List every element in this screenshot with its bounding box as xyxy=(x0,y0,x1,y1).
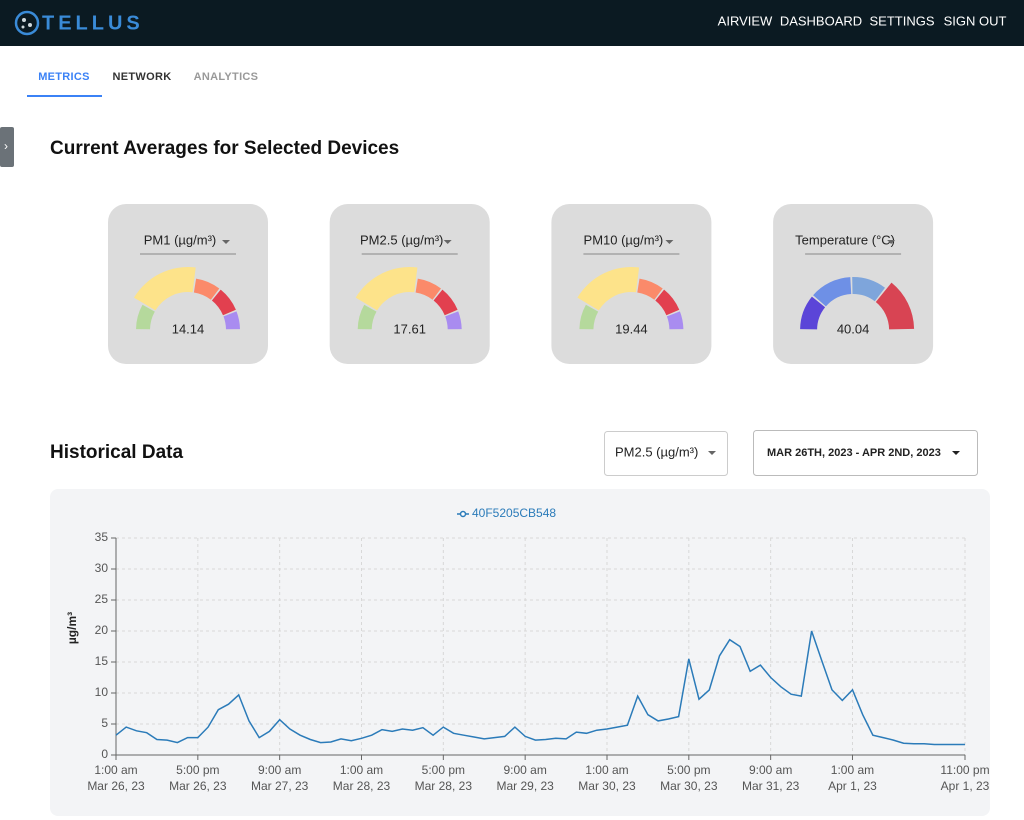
x-tick-label: Mar 28, 23 xyxy=(415,779,473,793)
gauge-select[interactable]: PM10 (µg/m³) xyxy=(584,232,664,247)
gauge-value: 14.14 xyxy=(172,321,205,336)
y-tick-label: 10 xyxy=(95,685,109,699)
gauge-segment xyxy=(577,267,640,311)
gauge-segment xyxy=(357,304,377,330)
data-line xyxy=(115,630,965,746)
caret xyxy=(708,451,716,455)
chart-panel xyxy=(50,489,990,816)
logo-icon xyxy=(14,10,40,36)
sidebar-toggle-icon[interactable]: › xyxy=(4,139,8,153)
x-tick-label: 9:00 am xyxy=(749,763,792,777)
y-tick-label: 20 xyxy=(95,623,109,637)
gauge-segment xyxy=(813,277,852,307)
x-tick-label: Mar 26, 23 xyxy=(87,779,145,793)
metric-select[interactable] xyxy=(604,431,728,476)
gauge-segment xyxy=(193,278,220,300)
x-tick-label: 5:00 pm xyxy=(422,763,465,777)
nav-link[interactable]: DASHBOARD xyxy=(780,13,862,28)
x-tick-label: 5:00 pm xyxy=(667,763,710,777)
caret xyxy=(665,240,674,244)
x-tick-label: 9:00 am xyxy=(503,763,546,777)
y-tick-label: 35 xyxy=(95,530,109,544)
x-tick-label: Apr 1, 23 xyxy=(941,779,990,793)
section-title: Current Averages for Selected Devices xyxy=(50,138,399,159)
gauge-select[interactable]: PM2.5 (µg/m³) xyxy=(360,232,443,247)
gauge-segment xyxy=(637,278,663,300)
gauge-segment xyxy=(211,289,236,316)
gauge-select[interactable]: Temperature (°C) xyxy=(795,232,895,247)
nav-link[interactable]: SIGN OUT xyxy=(944,13,1007,28)
caret xyxy=(887,240,896,244)
gauge-segment xyxy=(136,304,155,330)
x-tick-label: 11:00 pm xyxy=(940,763,989,777)
gauge-value: 40.04 xyxy=(837,321,870,336)
gauge-segment xyxy=(666,311,684,330)
date-select[interactable] xyxy=(753,430,978,476)
gauge-segment xyxy=(579,304,599,330)
chart: 0 5 10 15 20 25 30 35 1:00 am Mar 26, 23 5:00 pm Ma… xyxy=(65,506,990,793)
y-tick-label: 0 xyxy=(101,747,108,761)
gauge-segment xyxy=(445,311,462,330)
x-tick-label: 1:00 am xyxy=(831,763,874,777)
x-tick-label: Apr 1, 23 xyxy=(828,779,877,793)
y-tick-label: 15 xyxy=(95,654,109,668)
logo: TELLUS xyxy=(42,12,144,34)
metric-select-text[interactable]: PM2.5 (µg/m³) xyxy=(615,444,698,459)
gauge-select[interactable]: PM1 (µg/m³) xyxy=(144,232,217,247)
gauge-segment xyxy=(415,278,441,300)
section-title: Historical Data xyxy=(50,442,183,463)
x-tick-label: Mar 29, 23 xyxy=(496,779,554,793)
tab[interactable]: NETWORK xyxy=(113,71,172,83)
sidebar-toggle[interactable] xyxy=(0,127,14,167)
legend-icon xyxy=(459,510,467,518)
date-select-text[interactable]: MAR 26TH, 2023 - APR 2ND, 2023 xyxy=(767,447,941,459)
x-tick-label: Mar 30, 23 xyxy=(578,779,636,793)
gauge-value: 19.44 xyxy=(615,321,648,336)
x-tick-label: 5:00 pm xyxy=(176,763,219,777)
y-tick-label: 25 xyxy=(95,592,109,606)
x-tick-label: 9:00 am xyxy=(258,763,301,777)
x-tick-label: Mar 31, 23 xyxy=(742,779,800,793)
nav-bar xyxy=(0,0,1024,46)
tab-underline xyxy=(27,95,102,97)
gauge-segment xyxy=(655,289,680,316)
gauge-segment xyxy=(852,276,885,302)
x-tick-label: 1:00 am xyxy=(585,763,628,777)
caret xyxy=(222,240,230,244)
nav-link[interactable]: AIRVIEW xyxy=(718,13,773,28)
x-tick-label: Mar 27, 23 xyxy=(251,779,309,793)
x-tick-label: 1:00 am xyxy=(340,763,383,777)
gauge-value: 17.61 xyxy=(393,321,426,336)
caret xyxy=(952,451,960,455)
gauge-segment xyxy=(134,267,196,311)
gauge-segment xyxy=(875,282,915,330)
caret xyxy=(443,240,452,244)
gauge-segment xyxy=(433,289,458,316)
y-tick-label: 5 xyxy=(101,716,108,730)
legend-label[interactable]: 40F5205CB548 xyxy=(472,506,556,520)
x-tick-label: 1:00 am xyxy=(94,763,137,777)
gauge-segment xyxy=(355,267,418,311)
tab[interactable]: METRICS xyxy=(38,71,90,83)
gauge-segment xyxy=(800,296,826,330)
gauges: PM1 (µg/m³) 14.14 PM2.5 (µg/m³) 17.61 PM10 (… xyxy=(108,204,934,364)
x-tick-label: Mar 30, 23 xyxy=(660,779,718,793)
x-tick-label: Mar 26, 23 xyxy=(169,779,227,793)
nav-link[interactable]: SETTINGS xyxy=(869,13,934,28)
gauge-segment xyxy=(223,311,240,330)
tab[interactable]: ANALYTICS xyxy=(194,71,259,83)
x-tick-label: Mar 28, 23 xyxy=(333,779,391,793)
y-axis-label: µg/m³ xyxy=(65,612,79,644)
y-tick-label: 30 xyxy=(95,561,109,575)
